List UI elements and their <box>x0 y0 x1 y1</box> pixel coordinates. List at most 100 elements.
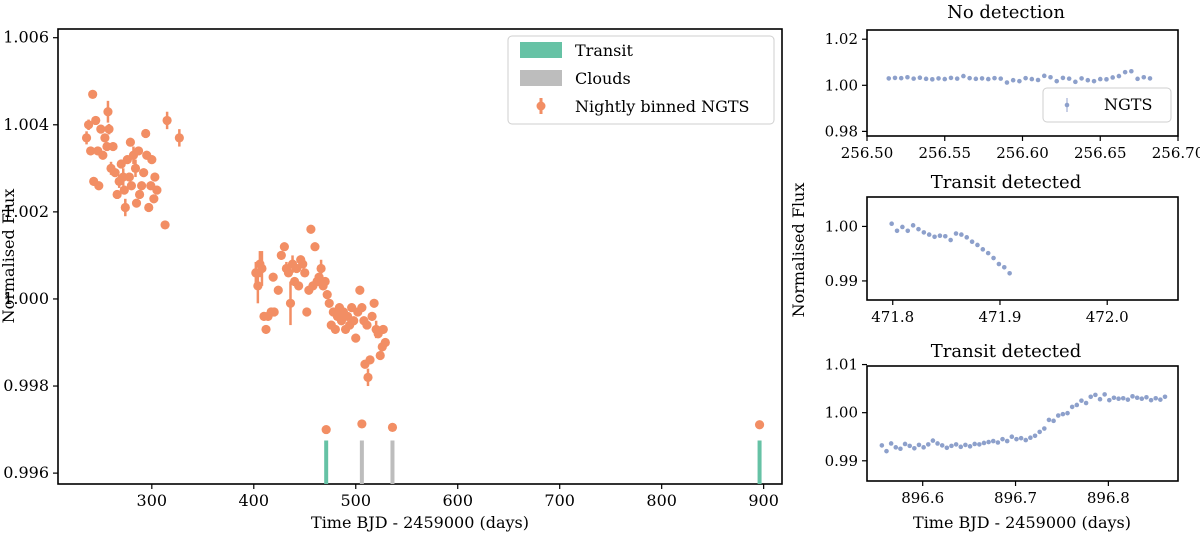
panel-3-x-axis: 896.6 896.7 896.8 <box>901 481 1130 507</box>
p1-ytick-label: 0.98 <box>825 122 858 140</box>
data-point <box>1147 76 1153 81</box>
panel-2-title: Transit detected <box>931 172 1081 193</box>
data-point <box>1069 404 1075 410</box>
panel-no-detection: No detection 256.50 256.55 256.60 256.65 256… <box>825 2 1200 162</box>
data-point <box>964 235 970 240</box>
data-point <box>1130 394 1135 399</box>
panel-2-points <box>889 221 1012 276</box>
data-point <box>923 76 929 82</box>
p3-ytick-label: 1.01 <box>825 356 858 374</box>
panel-transit-2: Transit detected 896.6 896.7 896.8 0.99 1.0… <box>825 341 1179 532</box>
data-point <box>160 220 170 230</box>
data-point <box>83 120 94 130</box>
panel-1-legend: NGTS <box>1042 87 1172 123</box>
data-point <box>279 242 289 252</box>
panel-transit-1: Transit detected 471.8 471.9 472.0 0.99 1.0… <box>825 172 1179 326</box>
data-point <box>1129 68 1134 74</box>
data-point <box>310 242 320 252</box>
p2-xtick-label: 472.0 <box>1086 308 1129 326</box>
data-point <box>898 75 904 81</box>
data-point <box>1083 400 1089 406</box>
data-point <box>1060 75 1066 81</box>
data-point <box>959 232 964 237</box>
data-point <box>91 115 101 126</box>
legend-transit-label: Transit <box>575 41 633 60</box>
panel-1-legend-marker <box>1064 102 1070 108</box>
right-ylabel: Normalised Flux <box>789 183 808 318</box>
data-point <box>162 115 172 126</box>
data-point <box>88 89 98 99</box>
data-point <box>130 163 141 173</box>
data-point <box>1104 77 1109 82</box>
data-point <box>349 316 359 326</box>
data-point <box>963 442 968 448</box>
data-point <box>1066 76 1072 81</box>
data-point <box>147 155 157 165</box>
data-point <box>900 224 905 230</box>
data-point <box>979 76 985 81</box>
data-point <box>1141 74 1147 80</box>
data-point <box>1018 435 1024 441</box>
data-point <box>975 242 980 248</box>
legend-ngts-marker <box>536 101 546 111</box>
data-point <box>937 233 943 238</box>
data-point <box>916 442 922 448</box>
data-point <box>321 424 331 435</box>
data-point <box>330 324 340 335</box>
data-point <box>917 75 923 80</box>
data-point <box>1004 438 1010 444</box>
data-point <box>98 150 108 160</box>
data-point <box>996 261 1002 267</box>
data-point <box>100 133 110 143</box>
main-ylabel: Normalised Flux <box>0 189 18 324</box>
data-point <box>1001 265 1007 270</box>
main-xtick-label: 800 <box>646 491 677 510</box>
data-point <box>174 133 184 143</box>
data-point <box>967 75 972 81</box>
data-point <box>378 324 388 335</box>
data-point <box>953 231 959 236</box>
p1-xtick-label: 256.70 <box>1152 144 1200 162</box>
data-point <box>276 250 286 261</box>
panel-1-x-axis: 256.50 256.55 256.60 256.65 256.70 <box>841 136 1200 162</box>
data-point <box>150 172 160 182</box>
data-point <box>1046 417 1052 423</box>
main-xtick-label: 600 <box>442 491 473 510</box>
panel-1-y-axis: 0.98 1.00 1.02 <box>825 30 867 140</box>
data-point <box>131 198 142 208</box>
data-point <box>1091 78 1097 84</box>
panel-3-title: Transit detected <box>931 341 1081 362</box>
data-point <box>961 73 966 79</box>
data-point <box>1017 78 1022 84</box>
data-point <box>1135 76 1140 82</box>
p1-xtick-label: 256.60 <box>996 144 1049 162</box>
data-point <box>1120 395 1126 401</box>
data-point <box>973 76 979 82</box>
data-point <box>921 230 927 235</box>
main-xtick-label: 500 <box>340 491 371 510</box>
data-point <box>930 77 935 82</box>
data-point <box>1032 433 1038 439</box>
data-point <box>1139 396 1145 402</box>
data-point <box>1055 413 1061 418</box>
data-point <box>912 445 917 451</box>
data-point <box>944 445 950 451</box>
p2-ytick-label: 1.00 <box>825 217 858 235</box>
data-point <box>110 168 120 178</box>
data-point <box>1029 76 1035 82</box>
data-point <box>884 448 889 454</box>
main-xlabel: Time BJD - 2459000 (days) <box>311 513 529 532</box>
data-point <box>1122 69 1128 75</box>
data-point <box>1042 426 1047 431</box>
data-point <box>324 298 334 308</box>
data-point <box>921 445 926 450</box>
data-point <box>320 276 330 287</box>
data-point <box>953 442 959 447</box>
data-point <box>936 76 941 81</box>
p3-xtick-label: 896.8 <box>1087 489 1130 507</box>
p3-xtick-label: 896.7 <box>994 489 1037 507</box>
panel-3-plot-area <box>866 365 1179 482</box>
panel-1-legend-label: NGTS <box>1104 95 1152 114</box>
main-panel: 300 400 500 600 700 800 900 0.996 0.998 1.000 1.0… <box>0 28 783 532</box>
data-point <box>387 422 398 432</box>
